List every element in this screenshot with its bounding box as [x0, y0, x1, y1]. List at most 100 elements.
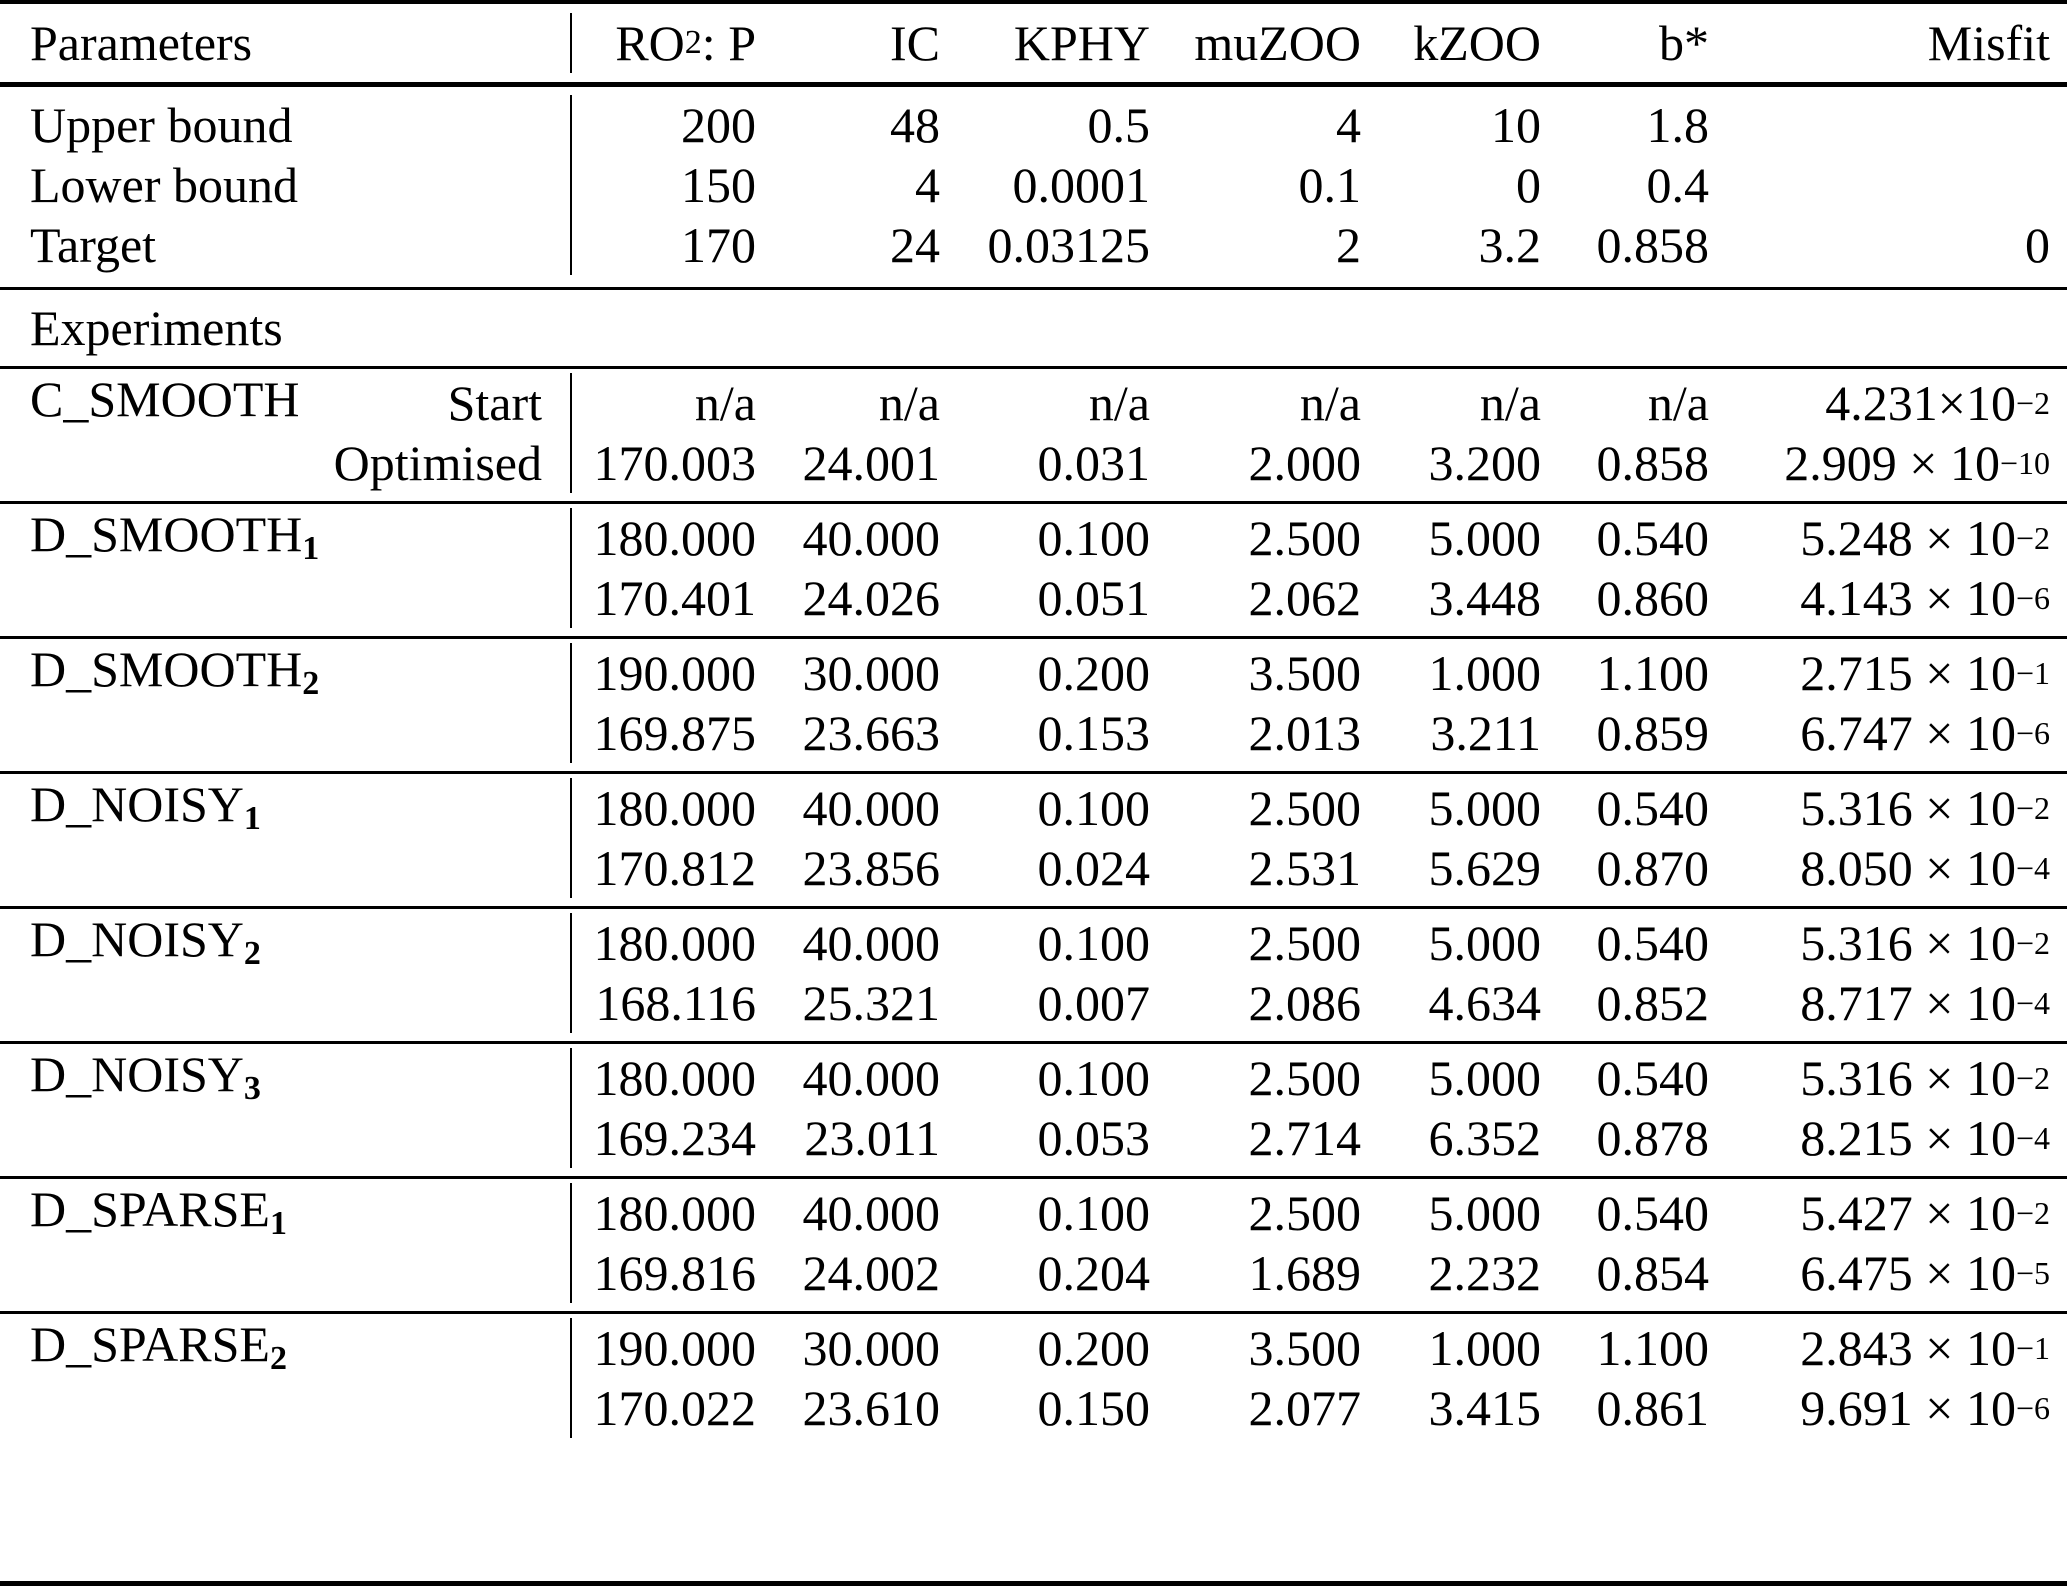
value-cell: 30.000: [802, 1320, 941, 1376]
value-cell: 0.540: [1596, 1185, 1710, 1241]
experiment-label-cell: D_NOISY3: [0, 1048, 572, 1168]
experiment-label-cell: D_SMOOTH2: [0, 643, 572, 763]
value-cell: 0.100: [1037, 1050, 1151, 1106]
misfit-cell: 0: [2025, 217, 2050, 273]
experiment-block-c-smooth: C_SMOOTH Start Optimised n/a n/a n/a n/a…: [0, 369, 2067, 504]
experiment-block-d-sparse-1: D_SPARSE1 180.000 40.000 0.100 2.500 5.0…: [0, 1179, 2067, 1314]
value-cell: 2.500: [1248, 1185, 1362, 1241]
value-cell: 200: [681, 97, 756, 153]
experiment-block-d-sparse-2: D_SPARSE2 190.000 30.000 0.200 3.500 1.0…: [0, 1314, 2067, 1446]
value-cell: 1.689: [1248, 1245, 1362, 1301]
value-cell: 0.031: [1037, 435, 1151, 491]
value-cell: 0.100: [1037, 915, 1151, 971]
misfit-cell: 4.143 × 10 −6: [1800, 570, 2050, 626]
experiment-block-d-smooth-1: D_SMOOTH1 180.000 40.000 0.100 2.500 5.0…: [0, 504, 2067, 639]
value-cell: 3.2: [1478, 217, 1542, 273]
value-cell: 0: [1516, 157, 1541, 213]
experiment-name: D_SMOOTH1: [30, 506, 320, 568]
experiment-name: D_NOISY1: [30, 776, 261, 838]
col-header-ro2p: RO 2 : P: [615, 15, 756, 71]
experiment-block-d-noisy-3: D_NOISY3 180.000 40.000 0.100 2.500 5.00…: [0, 1044, 2067, 1179]
col-header-ic: IC: [890, 15, 940, 71]
value-cell: 1.100: [1596, 645, 1710, 701]
value-cell: 23.610: [802, 1380, 941, 1436]
value-cell: 170.022: [593, 1380, 757, 1436]
value-cell: 0.5: [1087, 97, 1151, 153]
col-header-kphy: KPHY: [1013, 15, 1150, 71]
value-cell: 190.000: [593, 645, 757, 701]
value-cell: 2.500: [1248, 510, 1362, 566]
value-cell: 150: [681, 157, 756, 213]
misfit-cell: 8.215 × 10 −4: [1800, 1110, 2050, 1166]
col-header-muzoo: muZOO: [1194, 15, 1361, 71]
value-cell: n/a: [1299, 375, 1361, 431]
value-cell: 2.714: [1248, 1110, 1362, 1166]
value-cell: 170.812: [593, 840, 757, 896]
value-cell: 1.8: [1646, 97, 1710, 153]
misfit-cell: 9.691 × 10 −6: [1800, 1380, 2050, 1436]
value-cell: 0.852: [1596, 975, 1710, 1031]
bounds-section: Upper bound 200 48 0.5 4 10 1.8 Lower bo…: [0, 87, 2067, 290]
value-cell: 23.663: [802, 705, 941, 761]
value-cell: 180.000: [593, 780, 757, 836]
value-cell: 169.816: [593, 1245, 757, 1301]
value-cell: 170: [681, 217, 756, 273]
value-cell: 5.000: [1428, 510, 1542, 566]
value-cell: 0.03125: [987, 217, 1151, 273]
experiment-block-d-smooth-2: D_SMOOTH2 190.000 30.000 0.200 3.500 1.0…: [0, 639, 2067, 774]
misfit-cell: 5.248 × 10 −2: [1800, 510, 2050, 566]
value-cell: 10: [1491, 97, 1541, 153]
value-cell: 0.051: [1037, 570, 1151, 626]
value-cell: 0.100: [1037, 1185, 1151, 1241]
value-cell: 5.000: [1428, 1050, 1542, 1106]
experiment-label-cell: D_SPARSE2: [0, 1318, 572, 1438]
value-cell: 2.500: [1248, 915, 1362, 971]
value-cell: 0.1: [1298, 157, 1362, 213]
experiment-block-d-noisy-1: D_NOISY1 180.000 40.000 0.100 2.500 5.00…: [0, 774, 2067, 909]
value-cell: 6.352: [1428, 1110, 1542, 1166]
value-cell: 24.026: [802, 570, 941, 626]
value-cell: 0.200: [1037, 645, 1151, 701]
value-cell: 2.000: [1248, 435, 1362, 491]
value-cell: 3.211: [1430, 705, 1541, 761]
misfit-cell: 8.050 × 10 −4: [1800, 840, 2050, 896]
misfit-cell: [1709, 155, 2067, 215]
value-cell: 0.100: [1037, 780, 1151, 836]
value-cell: 190.000: [593, 1320, 757, 1376]
value-cell: 0.540: [1596, 510, 1710, 566]
value-cell: 180.000: [593, 1050, 757, 1106]
value-cell: 3.448: [1428, 570, 1542, 626]
value-cell: 0.024: [1037, 840, 1151, 896]
misfit-cell: 6.475 × 10 −5: [1800, 1245, 2050, 1301]
value-cell: 170.003: [593, 435, 757, 491]
experiment-name: D_NOISY3: [30, 1046, 261, 1108]
value-cell: 0.007: [1037, 975, 1151, 1031]
misfit-cell: 5.316 × 10 −2: [1800, 780, 2050, 836]
value-cell: 0.861: [1596, 1380, 1710, 1436]
value-cell: 4: [915, 157, 940, 213]
value-cell: 2.500: [1248, 780, 1362, 836]
value-cell: 3.500: [1248, 645, 1362, 701]
experiment-label-cell: C_SMOOTH Start Optimised: [0, 373, 572, 493]
value-cell: n/a: [1479, 375, 1541, 431]
misfit-cell: 8.717 × 10 −4: [1800, 975, 2050, 1031]
misfit-cell: 2.715 × 10 −1: [1800, 645, 2050, 701]
value-cell: 0.854: [1596, 1245, 1710, 1301]
value-cell: 48: [890, 97, 940, 153]
bound-row-label: Upper bound: [0, 95, 572, 155]
value-cell: 0.540: [1596, 780, 1710, 836]
misfit-cell: 2.843 × 10 −1: [1800, 1320, 2050, 1376]
value-cell: 180.000: [593, 1185, 757, 1241]
value-cell: 0.860: [1596, 570, 1710, 626]
value-cell: 0.540: [1596, 1050, 1710, 1106]
col-header-misfit: Misfit: [1927, 15, 2050, 71]
value-cell: 1.000: [1428, 1320, 1542, 1376]
experiments-section-title: Experiments: [30, 300, 283, 356]
value-cell: 0.540: [1596, 915, 1710, 971]
experiment-label-cell: D_SPARSE1: [0, 1183, 572, 1303]
row-label-optimised: Optimised: [333, 435, 542, 491]
value-cell: 23.856: [802, 840, 941, 896]
misfit-cell: 5.316 × 10 −2: [1800, 915, 2050, 971]
value-cell: 1.100: [1596, 1320, 1710, 1376]
